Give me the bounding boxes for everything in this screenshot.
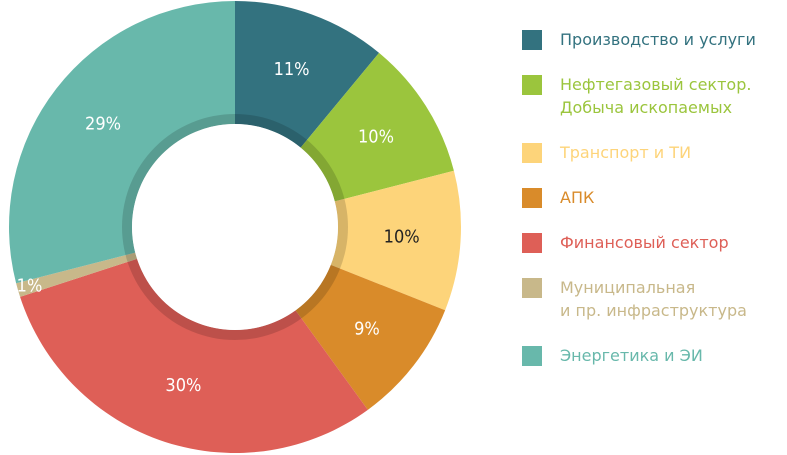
data-label: 9% <box>354 318 380 339</box>
legend-item: Производство и услуги <box>522 28 787 51</box>
donut-segment <box>295 264 446 410</box>
donut-segment <box>235 1 380 148</box>
donut-segment <box>20 258 368 453</box>
data-label: 30% <box>165 375 201 396</box>
donut-hole <box>132 124 338 330</box>
legend-label: Финансовый сектор <box>560 233 729 252</box>
legend-label: Нефтегазовый сектор. Добыча ископаемых <box>560 75 752 117</box>
legend-label: Муниципальная и пр. инфраструктура <box>560 278 747 320</box>
legend-item: Финансовый сектор <box>522 231 787 254</box>
legend-item: АПК <box>522 186 787 209</box>
legend-item: Нефтегазовый сектор. Добыча ископаемых <box>522 73 787 119</box>
data-label: 11% <box>274 59 310 80</box>
donut-segment <box>330 170 461 311</box>
legend-label: АПК <box>560 188 595 207</box>
legend: Производство и услуги Нефтегазовый сектор… <box>522 28 787 389</box>
legend-swatch <box>522 233 542 253</box>
donut-segment <box>16 252 138 297</box>
legend-swatch <box>522 278 542 298</box>
data-label: 10% <box>384 226 420 247</box>
data-label: 10% <box>358 127 394 148</box>
legend-item: Транспорт и ТИ <box>522 141 787 164</box>
legend-swatch <box>522 346 542 366</box>
legend-swatch <box>522 188 542 208</box>
data-label: 29% <box>85 114 121 135</box>
legend-swatch <box>522 75 542 95</box>
donut-segment <box>300 52 454 202</box>
legend-item: Энергетика и ЭИ <box>522 344 787 367</box>
data-label: 1% <box>17 276 43 297</box>
legend-item: Муниципальная и пр. инфраструктура <box>522 276 787 322</box>
legend-label: Производство и услуги <box>560 30 756 49</box>
donut-segment <box>8 1 235 284</box>
legend-label: Энергетика и ЭИ <box>560 346 703 365</box>
legend-swatch <box>522 143 542 163</box>
legend-swatch <box>522 30 542 50</box>
legend-label: Транспорт и ТИ <box>560 143 692 162</box>
